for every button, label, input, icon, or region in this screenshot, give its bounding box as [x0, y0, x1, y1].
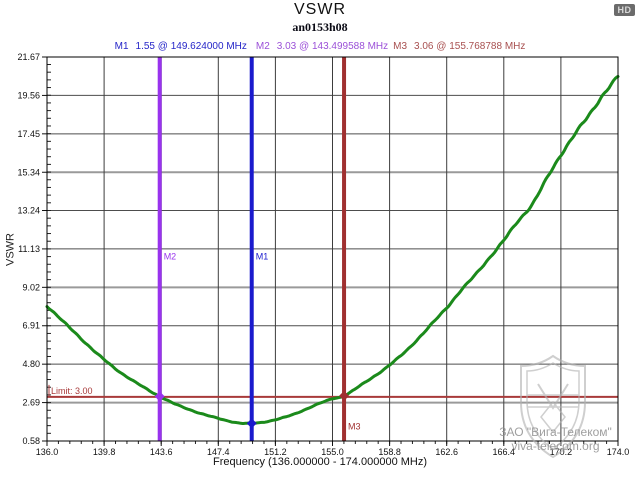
x-axis-tick-label: 143.6 — [150, 447, 173, 457]
x-axis-tick-label: 147.4 — [207, 447, 230, 457]
marker-flag-m1: M1 — [256, 251, 269, 261]
x-axis-tick-label: 151.2 — [264, 447, 287, 457]
y-axis-tick-label: 17.45 — [17, 129, 40, 139]
x-axis-tick-label: 136.0 — [36, 447, 59, 457]
marker-flag-m2: M2 — [164, 251, 177, 261]
hd-badge: HD — [614, 4, 635, 16]
x-axis-tick-label: 155.0 — [321, 447, 344, 457]
y-axis-tick-label: 9.02 — [22, 282, 40, 292]
x-axis-tick-label: 174.0 — [607, 447, 630, 457]
y-axis-tick-label: 21.67 — [17, 52, 40, 62]
marker-m3-value: 3.06 @ 155.768788 MHz — [414, 41, 526, 52]
plot-border — [46, 56, 619, 442]
marker-point-m1 — [246, 418, 257, 429]
y-axis-tick-label: 19.56 — [17, 90, 40, 100]
marker-m2-value: 3.03 @ 143.499588 MHz — [276, 41, 389, 52]
y-axis-tick-label: 0.58 — [22, 436, 40, 446]
marker-readout-m1: M1 1.55 @ 149.624000 MHz — [115, 41, 247, 52]
limit-label: Limit: 3.00 — [51, 386, 93, 396]
marker-readout: M1 1.55 @ 149.624000 MHz M2 3.03 @ 143.4995… — [0, 41, 640, 52]
y-axis-tick-label: 2.69 — [22, 398, 40, 408]
vswr-curve — [45, 75, 620, 425]
y-axis-tick-label: 13.24 — [17, 205, 40, 215]
marker-point-m2 — [154, 391, 165, 402]
marker-m1-label: M1 — [114, 41, 129, 52]
marker-readout-m2: M2 3.03 @ 143.499588 MHz — [256, 41, 388, 52]
marker-m2-label: M2 — [255, 41, 270, 52]
y-axis-tick-label: 11.13 — [18, 244, 40, 254]
y-axis-tick-label: 15.34 — [17, 167, 40, 177]
chart-subtitle: an0153h08 — [292, 20, 348, 34]
y-axis-tick-label: 4.80 — [22, 359, 40, 369]
x-axis-tick-label: 162.6 — [435, 447, 458, 457]
marker-point-m3 — [339, 390, 350, 401]
x-axis-title: Frequency (136.000000 - 174.000000 MHz) — [212, 456, 428, 468]
x-axis-tick-label: 139.8 — [93, 447, 116, 457]
y-axis-title: VSWR — [4, 233, 17, 266]
y-axis-tick-label: 6.91 — [22, 321, 40, 331]
x-axis-tick-label: 166.4 — [493, 447, 516, 457]
marker-m1-value: 1.55 @ 149.624000 MHz — [135, 41, 247, 52]
marker-readout-m3: M3 3.06 @ 155.768788 MHz — [393, 41, 525, 52]
x-axis-tick-label: 158.8 — [378, 447, 401, 457]
marker-m3-label: M3 — [393, 41, 408, 52]
page-title: VSWR — [294, 1, 346, 18]
marker-flag-m3: M3 — [348, 421, 361, 431]
